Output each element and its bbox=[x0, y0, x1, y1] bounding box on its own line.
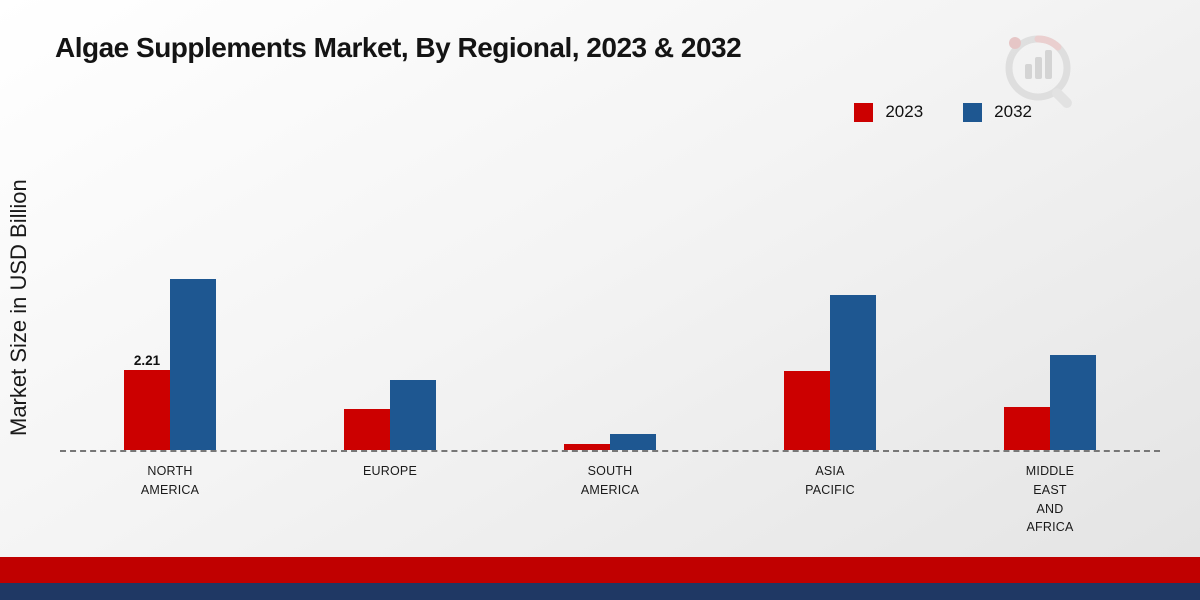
bar-2032-middle-east-and-africa[interactable] bbox=[1050, 355, 1096, 450]
bar-group: SOUTH AMERICA bbox=[500, 140, 720, 537]
bar-wrap bbox=[784, 371, 830, 450]
chart-title: Algae Supplements Market, By Regional, 2… bbox=[55, 32, 742, 63]
category-label: NORTH AMERICA bbox=[140, 464, 200, 497]
legend-label: 2023 bbox=[885, 102, 924, 121]
category-label: SOUTH AMERICA bbox=[580, 464, 640, 497]
legend: 2023 2032 bbox=[854, 102, 1032, 122]
bar-wrap: 2.21 bbox=[124, 353, 170, 450]
bar-wrap bbox=[1004, 407, 1050, 450]
bar-2032-asia-pacific[interactable] bbox=[830, 295, 876, 450]
bar-wrap bbox=[344, 409, 390, 450]
bar-group: ASIA PACIFIC bbox=[720, 140, 940, 537]
bar-wrap bbox=[830, 295, 876, 450]
legend-label: 2032 bbox=[994, 102, 1032, 121]
bar-pair bbox=[1004, 140, 1096, 450]
footer-red-bar bbox=[0, 557, 1200, 583]
bar-wrap bbox=[170, 279, 216, 450]
bar-2023-north-america[interactable] bbox=[124, 370, 170, 450]
category-label: EUROPE bbox=[363, 464, 417, 478]
legend-swatch-icon bbox=[963, 102, 983, 122]
legend-item-2032[interactable]: 2032 bbox=[963, 102, 1032, 122]
bar-wrap bbox=[1050, 355, 1096, 450]
bar-group: EUROPE bbox=[280, 140, 500, 537]
bar-wrap bbox=[610, 434, 656, 450]
category-label: MIDDLE EAST AND AFRICA bbox=[1025, 464, 1075, 535]
value-label: 2.21 bbox=[133, 353, 161, 368]
bar-wrap bbox=[564, 444, 610, 450]
bar-pair bbox=[784, 140, 876, 450]
magnifier-bar-chart-logo-icon bbox=[1000, 30, 1082, 123]
bar-2032-europe[interactable] bbox=[390, 380, 436, 450]
bar-groups: 2.21 NORTH AMERICA EUROPE SOUTH AMERICA ASIA… bbox=[60, 140, 1160, 537]
legend-swatch-icon bbox=[854, 102, 874, 122]
bar-pair: 2.21 bbox=[124, 140, 216, 450]
y-axis-label: Market Size in USD Billion bbox=[6, 179, 31, 436]
plot-area: 2.21 NORTH AMERICA EUROPE SOUTH AMERICA ASIA… bbox=[60, 140, 1160, 537]
bar-2023-asia-pacific[interactable] bbox=[784, 371, 830, 450]
legend-item-2023[interactable]: 2023 bbox=[854, 102, 923, 122]
category-label: ASIA PACIFIC bbox=[805, 464, 855, 497]
baseline-axis bbox=[60, 450, 1160, 452]
bar-group: 2.21 NORTH AMERICA bbox=[60, 140, 280, 537]
bar-pair bbox=[564, 140, 656, 450]
bar-2032-north-america[interactable] bbox=[170, 279, 216, 450]
bar-2023-europe[interactable] bbox=[344, 409, 390, 450]
bar-wrap bbox=[390, 380, 436, 450]
bar-pair bbox=[344, 140, 436, 450]
footer-blue-stripe bbox=[0, 583, 1200, 600]
bar-group: MIDDLE EAST AND AFRICA bbox=[940, 140, 1160, 537]
bar-2023-south-america[interactable] bbox=[564, 444, 610, 450]
bar-2023-middle-east-and-africa[interactable] bbox=[1004, 407, 1050, 450]
bar-2032-south-america[interactable] bbox=[610, 434, 656, 450]
